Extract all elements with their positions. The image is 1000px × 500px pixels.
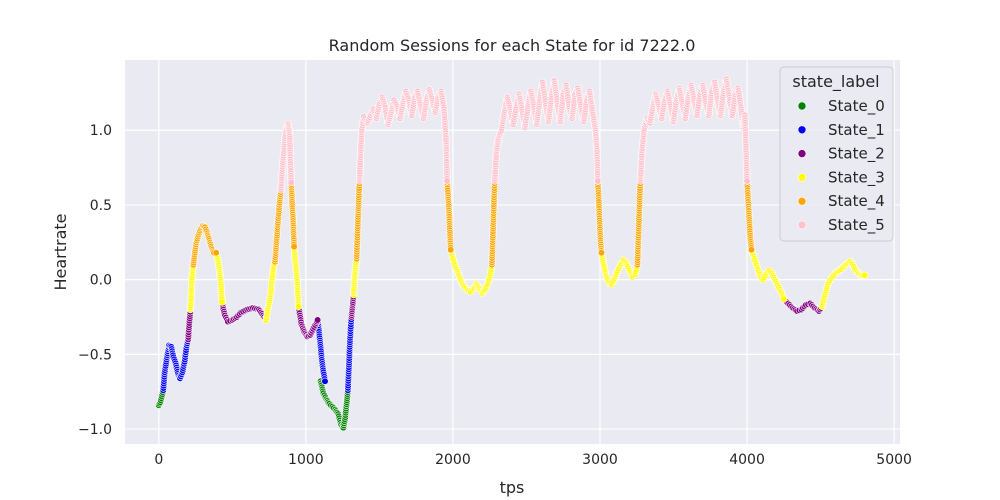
data-point [861, 271, 869, 279]
y-tick-labels: −1.0 −0.5 0.0 0.5 1.0 [78, 123, 112, 438]
series-state-1 [159, 313, 356, 394]
legend-label: State_0 [828, 97, 885, 116]
data-point [218, 298, 226, 306]
x-tick-label: 5000 [876, 452, 912, 468]
legend-label: State_1 [828, 121, 885, 140]
legend-title: state_label [792, 72, 879, 92]
x-tick-label: 0 [154, 452, 163, 468]
x-tick-label: 2000 [435, 452, 471, 468]
x-tick-label: 3000 [582, 452, 618, 468]
legend-marker [797, 220, 807, 230]
legend-label: State_4 [828, 192, 885, 211]
legend-label: State_2 [828, 145, 885, 164]
legend: state_label State_0 State_1 State_2 State_3… [779, 66, 894, 242]
legend-label: State_5 [828, 216, 885, 235]
data-point [287, 178, 295, 187]
legend-box [779, 66, 894, 242]
series-state-2 [184, 291, 826, 344]
y-axis-label: Heartrate [51, 213, 70, 290]
data-point [212, 249, 220, 257]
legend-label: State_3 [828, 168, 885, 187]
x-tick-label: 1000 [288, 452, 324, 468]
x-axis-label: tps [500, 478, 525, 497]
legend-marker [797, 101, 807, 111]
x-tick-labels: 0 1000 2000 3000 4000 5000 [154, 452, 912, 468]
data-point [747, 246, 756, 254]
legend-marker [797, 125, 807, 135]
data-point [290, 243, 298, 251]
data-point [321, 377, 329, 385]
y-tick-label: 1.0 [90, 123, 112, 139]
data-point [597, 249, 606, 257]
legend-items: State_0 State_1 State_2 State_3 State_4 State… [797, 97, 885, 235]
data-point [447, 246, 455, 254]
legend-marker [797, 149, 807, 158]
data-point [780, 295, 788, 303]
data-point [314, 316, 322, 324]
legend-marker [797, 173, 807, 182]
y-tick-label: −1.0 [78, 422, 112, 438]
y-tick-label: 0.0 [90, 273, 112, 289]
y-tick-label: −0.5 [78, 347, 112, 363]
data-point [594, 177, 602, 185]
data-point [294, 302, 303, 311]
data-points [155, 75, 869, 432]
legend-marker [797, 196, 807, 206]
chart-title: Random Sessions for each State for id 72… [329, 36, 696, 55]
series-state-5 [277, 75, 751, 194]
series-state-3 [186, 243, 869, 324]
y-tick-label: 0.5 [90, 198, 112, 214]
x-tick-label: 4000 [729, 452, 765, 468]
data-point [743, 177, 751, 185]
data-point [443, 177, 451, 185]
series-state-4 [189, 177, 756, 269]
